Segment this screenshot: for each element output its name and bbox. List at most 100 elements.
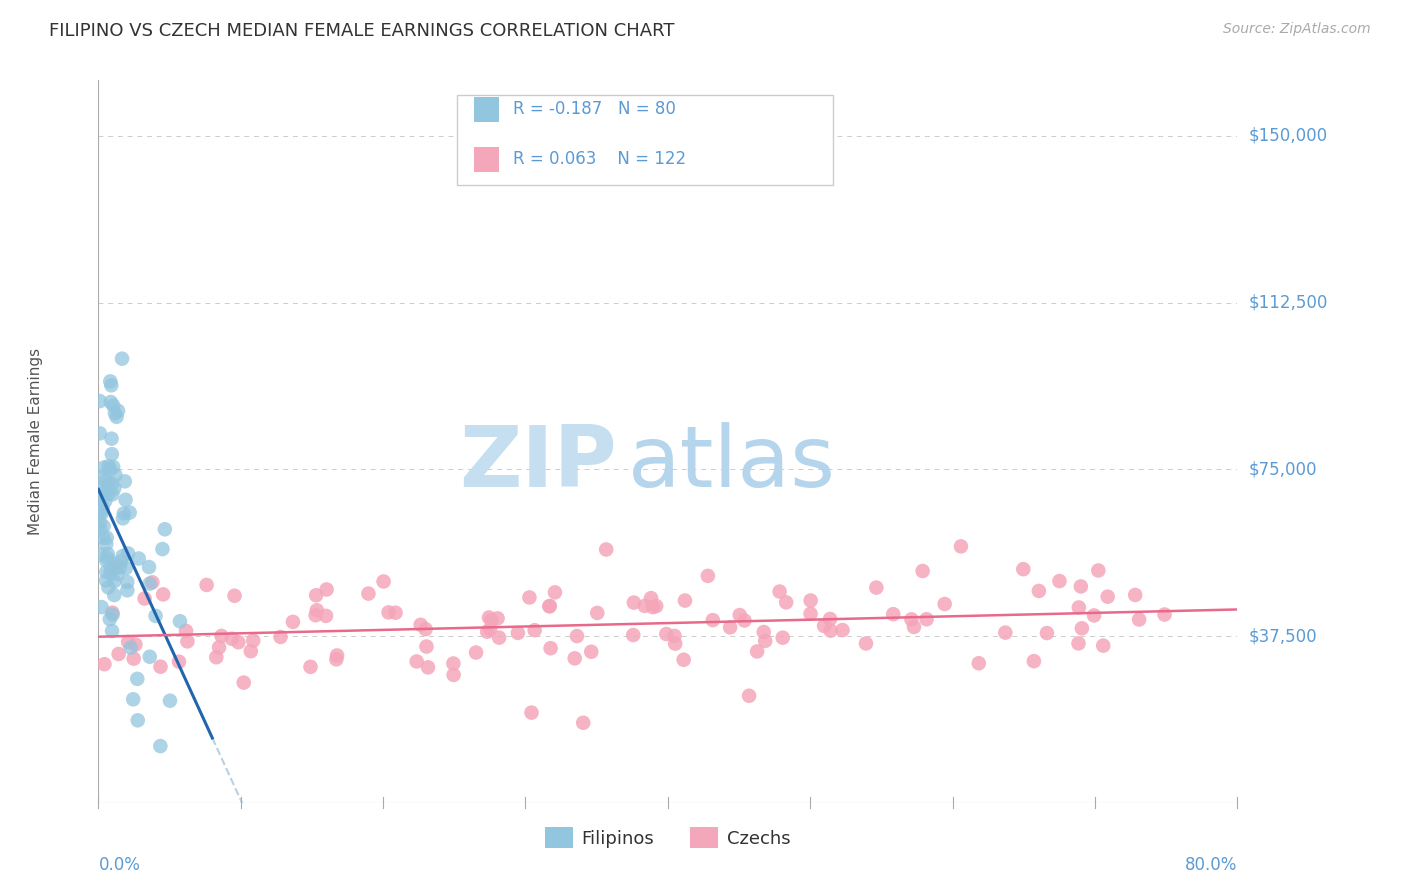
Point bbox=[127, 714, 149, 728]
Point bbox=[1153, 607, 1175, 622]
Point bbox=[416, 660, 439, 674]
Point bbox=[118, 506, 141, 520]
Point bbox=[103, 481, 125, 495]
Point bbox=[911, 564, 934, 578]
Point bbox=[745, 644, 768, 658]
Point bbox=[111, 351, 134, 366]
Point bbox=[479, 622, 502, 636]
Point bbox=[520, 706, 543, 720]
Point bbox=[128, 551, 150, 566]
Point bbox=[221, 632, 243, 646]
Point bbox=[115, 561, 138, 575]
Point bbox=[89, 547, 111, 561]
Point bbox=[103, 399, 125, 413]
Text: Median Female Earnings: Median Female Earnings bbox=[28, 348, 44, 535]
Point bbox=[900, 612, 922, 626]
Point bbox=[621, 628, 644, 642]
Point bbox=[799, 607, 821, 621]
Point bbox=[634, 599, 657, 613]
Point bbox=[903, 620, 925, 634]
Point bbox=[754, 633, 776, 648]
Text: atlas: atlas bbox=[628, 422, 837, 505]
Point bbox=[1097, 590, 1119, 604]
Point bbox=[122, 692, 145, 706]
Point bbox=[211, 629, 233, 643]
Point bbox=[90, 600, 112, 615]
Point bbox=[107, 647, 129, 661]
Point bbox=[94, 574, 117, 588]
Point bbox=[124, 637, 146, 651]
Point bbox=[107, 567, 129, 582]
Point bbox=[152, 542, 174, 557]
Point bbox=[702, 613, 724, 627]
Point bbox=[270, 630, 292, 644]
Point bbox=[994, 625, 1017, 640]
Point bbox=[696, 569, 718, 583]
Point bbox=[1022, 654, 1045, 668]
Point bbox=[373, 574, 395, 589]
Point bbox=[299, 660, 322, 674]
Point bbox=[377, 606, 399, 620]
Point bbox=[103, 574, 125, 589]
Point bbox=[506, 626, 529, 640]
Point bbox=[138, 576, 160, 591]
Point bbox=[640, 591, 662, 606]
Point bbox=[90, 507, 112, 521]
Point bbox=[775, 595, 797, 609]
Point bbox=[405, 655, 427, 669]
Point bbox=[100, 563, 122, 577]
Point bbox=[96, 550, 118, 565]
Point bbox=[641, 600, 664, 615]
Point bbox=[152, 587, 174, 601]
Point bbox=[90, 470, 112, 484]
Text: R = -0.187   N = 80: R = -0.187 N = 80 bbox=[513, 101, 676, 119]
Point bbox=[93, 519, 115, 533]
FancyBboxPatch shape bbox=[457, 95, 832, 185]
Point bbox=[122, 651, 145, 665]
Point bbox=[488, 631, 510, 645]
Point bbox=[139, 649, 162, 664]
Point bbox=[1012, 562, 1035, 576]
Point bbox=[1087, 564, 1109, 578]
Point bbox=[91, 531, 114, 545]
Point bbox=[538, 599, 561, 614]
Text: $150,000: $150,000 bbox=[1249, 127, 1327, 145]
Point bbox=[195, 578, 218, 592]
Point bbox=[538, 599, 561, 613]
Point bbox=[242, 633, 264, 648]
Point bbox=[176, 634, 198, 648]
Point bbox=[581, 645, 603, 659]
Point bbox=[655, 627, 678, 641]
Text: $75,000: $75,000 bbox=[1249, 460, 1317, 478]
Point bbox=[1028, 584, 1050, 599]
Point bbox=[138, 560, 160, 574]
Point bbox=[443, 668, 465, 682]
Point bbox=[519, 591, 541, 605]
Point bbox=[101, 447, 124, 461]
Point bbox=[94, 494, 117, 508]
Point bbox=[409, 617, 432, 632]
Point bbox=[441, 657, 464, 671]
Point bbox=[134, 591, 156, 606]
Point bbox=[831, 623, 853, 637]
Point bbox=[120, 640, 142, 655]
Point bbox=[949, 540, 972, 554]
Point bbox=[882, 607, 904, 622]
Point bbox=[486, 611, 509, 625]
Point bbox=[325, 652, 347, 666]
Point bbox=[475, 624, 498, 639]
Point bbox=[98, 462, 121, 476]
Point bbox=[101, 487, 124, 501]
Point bbox=[174, 624, 197, 638]
Point bbox=[752, 625, 775, 640]
Point bbox=[1067, 636, 1090, 650]
Point bbox=[664, 637, 686, 651]
Point bbox=[101, 607, 124, 622]
Point bbox=[305, 603, 328, 617]
Point bbox=[114, 475, 136, 489]
Point bbox=[93, 460, 115, 475]
Point bbox=[110, 554, 132, 568]
Point bbox=[281, 615, 304, 629]
Point bbox=[117, 546, 139, 560]
Point bbox=[89, 515, 111, 529]
